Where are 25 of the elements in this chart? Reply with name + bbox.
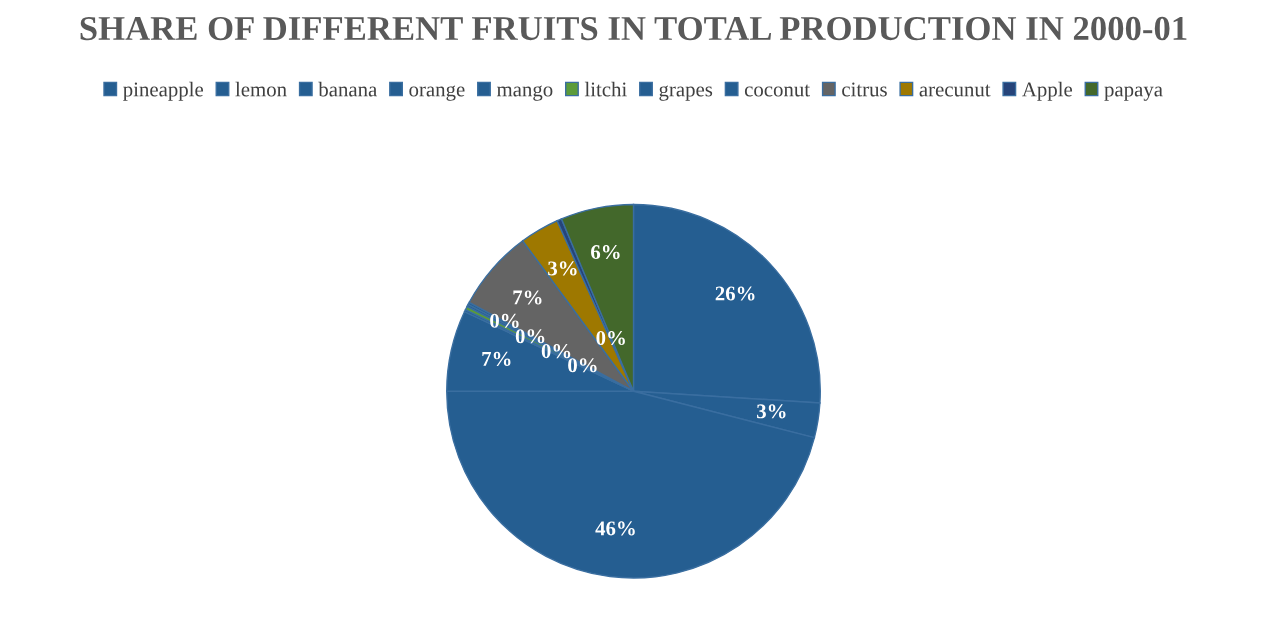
data-label: 3% bbox=[548, 261, 577, 276]
legend-label: coconut bbox=[744, 84, 810, 97]
data-label: 7% bbox=[513, 290, 542, 305]
data-label: 0% bbox=[596, 330, 625, 346]
data-label: 3% bbox=[757, 404, 786, 419]
data-label: 0% bbox=[490, 313, 519, 328]
data-label: 46% bbox=[595, 521, 635, 536]
legend-label: litchi bbox=[584, 81, 627, 97]
data-label: 0% bbox=[515, 329, 545, 344]
legend-label: pineapple bbox=[123, 81, 204, 101]
legend-label: Apple bbox=[1022, 81, 1073, 101]
chart-title: SHARE OF DIFFERENT FRUITS IN TOTAL PRODUCTION IN 2000-01 bbox=[80, 16, 1187, 41]
data-label: 0% bbox=[568, 358, 597, 373]
legend-label: grapes bbox=[659, 85, 713, 101]
legend-label: orange bbox=[409, 85, 465, 101]
data-label: 6% bbox=[591, 245, 620, 260]
legend-label: arecunut bbox=[919, 84, 991, 97]
legend-label: mango bbox=[496, 85, 553, 101]
data-label: 0% bbox=[541, 344, 571, 359]
legend-label: citrus bbox=[842, 82, 887, 97]
legend-label: papaya bbox=[1104, 86, 1163, 101]
data-label: 7% bbox=[482, 351, 511, 366]
legend-label: lemon bbox=[235, 81, 287, 97]
legend-label: banana bbox=[318, 81, 378, 97]
data-label: 26% bbox=[715, 286, 755, 301]
